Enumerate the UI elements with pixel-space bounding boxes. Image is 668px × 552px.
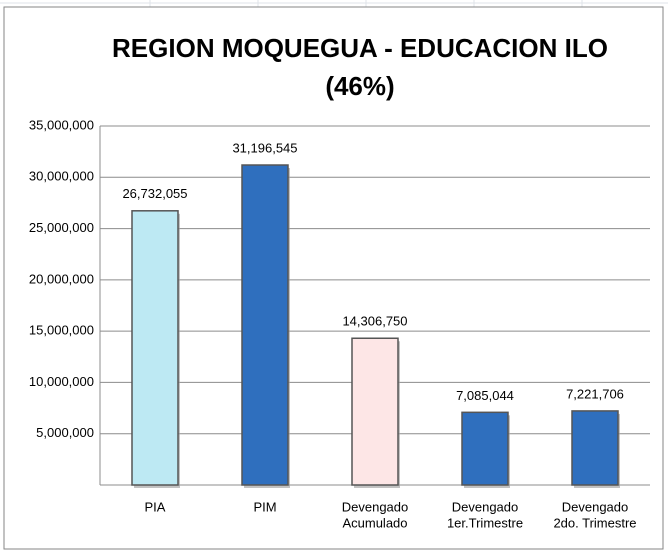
- y-tick-label: 25,000,000: [29, 220, 94, 235]
- value-label: 31,196,545: [232, 140, 297, 155]
- x-tick-label: 1er.Trimestre: [447, 515, 523, 530]
- chart-title: REGION MOQUEGUA - EDUCACION ILO: [112, 33, 608, 63]
- sheet-grid: [0, 0, 668, 8]
- x-tick-label: 2do. Trimestre: [553, 515, 636, 530]
- bar: [131, 210, 179, 486]
- bar: [461, 411, 509, 486]
- y-tick-label: 30,000,000: [29, 169, 94, 184]
- x-tick-label: Acumulado: [342, 515, 407, 530]
- bar: [241, 164, 289, 486]
- x-tick-label: Devengado: [452, 499, 519, 514]
- value-label: 14,306,750: [342, 314, 407, 329]
- bar: [351, 337, 399, 486]
- bar: [571, 410, 619, 486]
- chart-title: (46%): [325, 71, 394, 101]
- value-label: 7,085,044: [456, 388, 514, 403]
- x-tick-label: PIM: [253, 499, 276, 514]
- value-label: 7,221,706: [566, 386, 624, 401]
- y-tick-label: 35,000,000: [29, 117, 94, 132]
- y-tick-label: 5,000,000: [36, 425, 94, 440]
- y-tick-label: 15,000,000: [29, 323, 94, 338]
- x-tick-label: PIA: [145, 499, 166, 514]
- x-tick-label: Devengado: [342, 499, 409, 514]
- y-tick-label: 20,000,000: [29, 271, 94, 286]
- x-tick-label: Devengado: [562, 499, 629, 514]
- value-label: 26,732,055: [122, 186, 187, 201]
- chart-area: [3, 6, 664, 550]
- y-tick-label: 10,000,000: [29, 374, 94, 389]
